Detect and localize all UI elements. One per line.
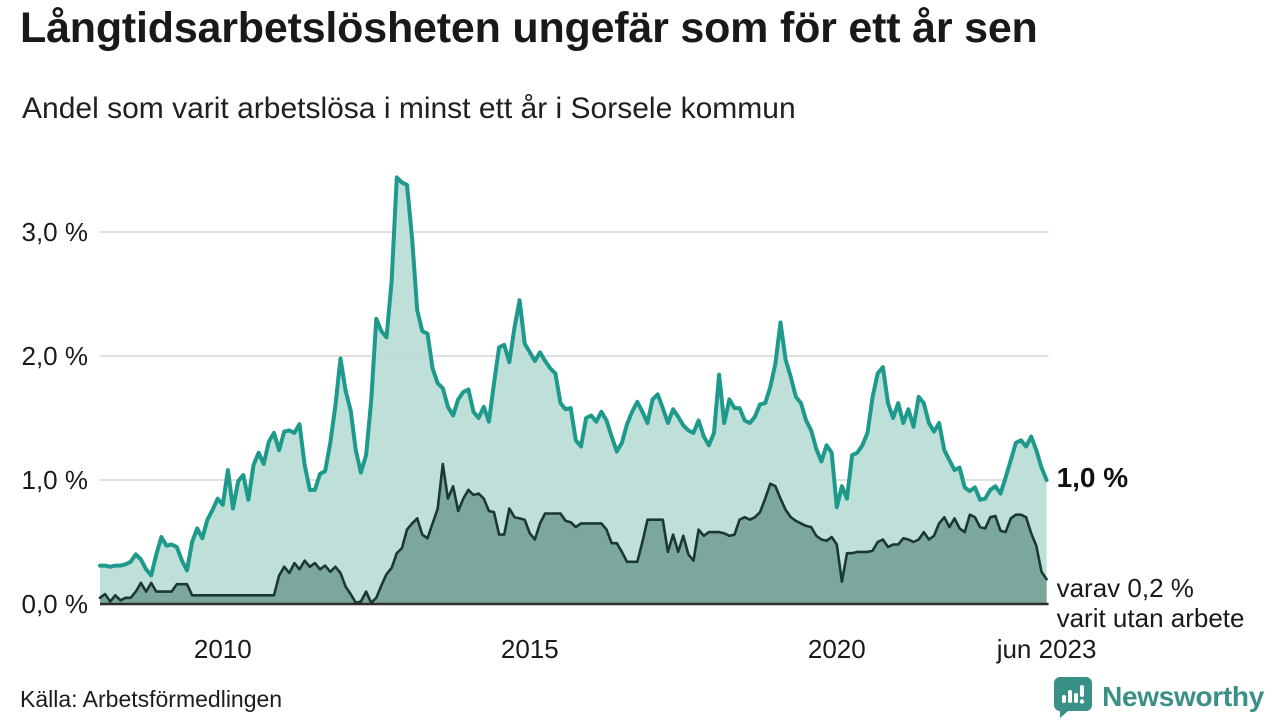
x-tick-label: 2015 [500,634,559,664]
series-subset-line [98,462,1048,605]
latest-value-label: 1,0 % [1056,462,1129,493]
newsworthy-logo-icon [1054,677,1093,718]
y-tick-label: 3,0 % [21,217,89,247]
source-credit: Källa: Arbetsförmedlingen [20,686,283,712]
page-title: Långtidsarbetslösheten ungefär som för e… [20,4,1038,52]
subset-annotation: varav 0,2 % varit utan arbete [1056,573,1245,634]
x-tick-label: jun 2023 [996,634,1097,664]
y-tick-label: 2,0 % [21,341,89,371]
newsworthy-logo: Newsworthy [1053,676,1264,718]
x-tick-label: 2020 [807,634,866,664]
subset-annotation-line1: varav 0,2 % [1056,573,1194,603]
x-tick-label: 2010 [193,634,252,664]
y-tick-label: 0,0 % [21,589,89,619]
subset-annotation-line2: varit utan arbete [1056,602,1245,633]
series-total-line [98,175,1049,578]
y-tick-label: 1,0 % [21,465,89,495]
newsworthy-logo-text: Newsworthy [1102,681,1264,712]
chart-subtitle: Andel som varit arbetslösa i minst ett å… [22,92,796,125]
series-total-area [100,177,1047,604]
